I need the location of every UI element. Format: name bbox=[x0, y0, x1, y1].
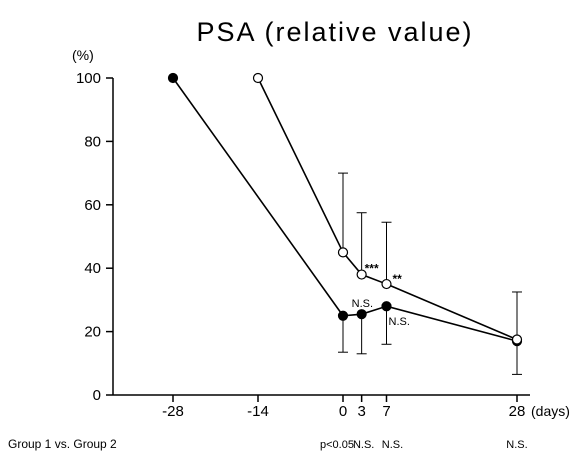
significance-annotation: N.S. bbox=[389, 316, 410, 328]
x-tick-label: -14 bbox=[247, 403, 269, 420]
y-tick-label: 80 bbox=[84, 133, 101, 150]
comparison-label: Group 1 vs. Group 2 bbox=[8, 437, 117, 451]
filled-point bbox=[337, 310, 349, 321]
comparison-result: p<0.05 bbox=[320, 439, 354, 451]
filled-point bbox=[167, 72, 179, 84]
series-layer bbox=[167, 72, 523, 375]
series-line bbox=[172, 77, 518, 342]
filled-point bbox=[381, 301, 392, 312]
comparison-result: N.S. bbox=[353, 439, 374, 451]
open-point bbox=[511, 334, 523, 345]
y-tick-label: 20 bbox=[84, 324, 101, 341]
x-tick-label: 7 bbox=[382, 403, 390, 420]
significance-annotation: *** bbox=[365, 262, 379, 276]
y-tick-label: 0 bbox=[93, 387, 101, 404]
y-axis-label: (%) bbox=[72, 47, 94, 63]
comparison-layer: p<0.05N.S. N.S. N.S. bbox=[320, 439, 528, 451]
annotation-layer: *****N.S.N.S. bbox=[352, 262, 410, 329]
chart-title: PSA (relative value) bbox=[196, 17, 473, 47]
series-line bbox=[257, 77, 518, 341]
series-2 bbox=[252, 72, 523, 345]
open-point bbox=[356, 269, 367, 280]
x-axis-label: (days) bbox=[531, 403, 570, 419]
comparison-result: N.S. bbox=[382, 439, 403, 451]
open-point bbox=[252, 72, 264, 84]
comparison-result: N.S. bbox=[506, 439, 527, 451]
open-point bbox=[337, 247, 349, 258]
significance-annotation: N.S. bbox=[352, 298, 373, 310]
open-point bbox=[381, 278, 392, 290]
y-tick-label: 40 bbox=[84, 260, 101, 277]
filled-point bbox=[356, 309, 367, 320]
x-tick-label: -28 bbox=[162, 403, 184, 420]
significance-annotation: ** bbox=[393, 272, 403, 286]
y-tick-label: 100 bbox=[76, 70, 101, 87]
series-1 bbox=[167, 72, 523, 375]
y-tick-label: 60 bbox=[84, 197, 101, 214]
x-tick-label: 3 bbox=[357, 403, 365, 420]
x-tick-label: 0 bbox=[339, 403, 347, 420]
x-tick-label: 28 bbox=[509, 403, 526, 420]
